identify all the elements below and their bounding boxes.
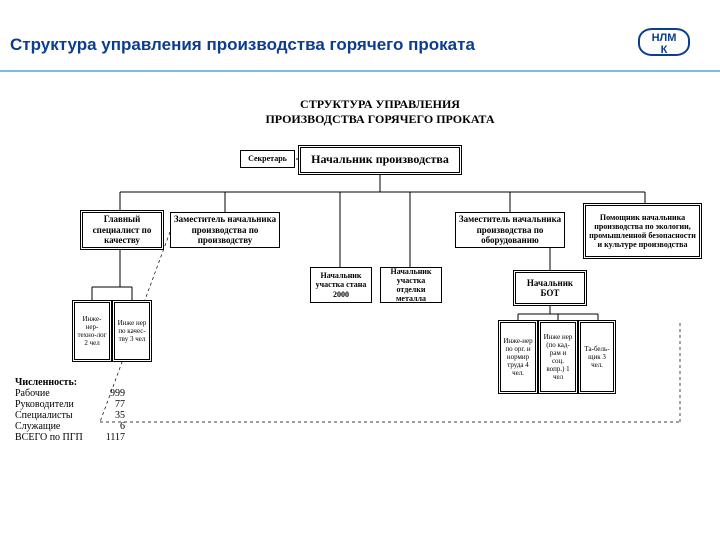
stats-title: Численность:	[15, 377, 125, 388]
logo-text-1: НЛМ	[652, 32, 677, 44]
logo-text-2: К	[661, 44, 668, 56]
stats-value: 6	[95, 421, 125, 432]
node-stan2000: Начальник участка стана 2000	[310, 267, 372, 303]
stats-label: Служащие	[15, 421, 95, 432]
node-dep_prod: Заместитель начальника производства по п…	[170, 212, 280, 248]
stats-value: 999	[95, 388, 125, 399]
node-dep_equip: Заместитель начальника производства по о…	[455, 212, 565, 248]
stats-label: ВСЕГО по ПГП	[15, 432, 95, 443]
org-chart-canvas: СТРУКТУРА УПРАВЛЕНИЯ ПРОИЗВОДСТВА ГОРЯЧЕ…	[0, 72, 720, 540]
node-bot: Начальник БОТ	[515, 272, 585, 304]
header: Структура управления производства горяче…	[0, 0, 720, 72]
node-eng_kadr: Инже нер (по кад-рам и соц. вопр.) 1 чел	[540, 322, 576, 392]
node-head: Начальник производства	[300, 147, 460, 173]
nlmk-logo: НЛМ К	[638, 28, 690, 56]
stats-label: Руководители	[15, 399, 95, 410]
stats-label: Специалисты	[15, 410, 95, 421]
stats-label: Рабочие	[15, 388, 95, 399]
stats-value: 1117	[95, 432, 125, 443]
headcount-stats: Численность:Рабочие999Руководители77Спец…	[15, 377, 125, 443]
stats-row: Руководители77	[15, 399, 125, 410]
stats-row: Специалисты35	[15, 410, 125, 421]
stats-value: 35	[95, 410, 125, 421]
node-tabel: Та-бель-щик 3 чел.	[580, 322, 614, 392]
node-assist_eco: Помощник начальника производства по экол…	[585, 205, 700, 257]
node-quality: Главный специалист по качеству	[82, 212, 162, 248]
node-secretary: Секретарь	[240, 150, 295, 168]
stats-value: 77	[95, 399, 125, 410]
stats-row: ВСЕГО по ПГП1117	[15, 432, 125, 443]
node-eng_tech: Инже-нер-техно-лог 2 чел	[74, 302, 110, 360]
node-eng_org: Инже-нер по орг. и нормир труда 4 чел.	[500, 322, 536, 392]
node-eng_qual: Инже нер по качес-тву 3 чел	[114, 302, 150, 360]
node-otdelka: Начальник участка отделки металла	[380, 267, 442, 303]
stats-row: Рабочие999	[15, 388, 125, 399]
page-title: Структура управления производства горяче…	[10, 35, 475, 55]
stats-row: Служащие6	[15, 421, 125, 432]
